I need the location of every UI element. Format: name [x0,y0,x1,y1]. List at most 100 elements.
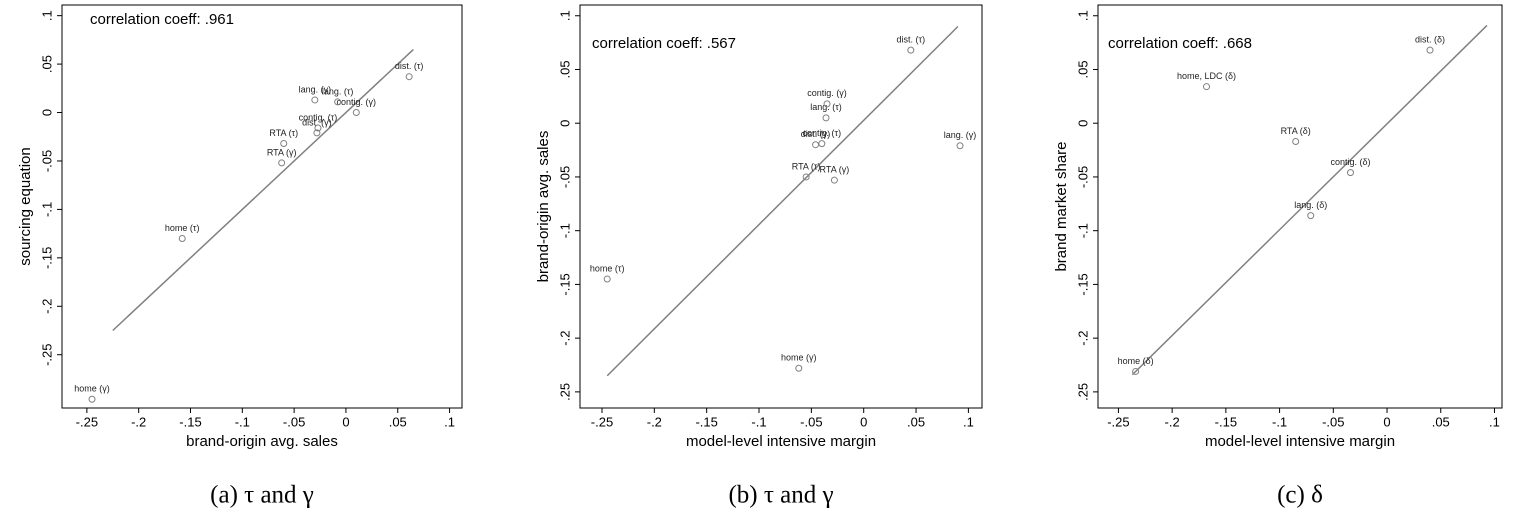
point-label: home (τ) [165,223,200,233]
scatter-point [405,73,413,81]
y-tick-label: -.05 [39,150,54,172]
y-tick-label: .25 [557,383,572,401]
y-tick-label: -.1 [1075,223,1090,238]
scatter-point [1292,137,1300,145]
scatter-point [907,46,915,54]
scatter-point [1347,169,1354,177]
scatter-point [1426,46,1434,54]
x-axis-label: model-level intensive margin [1205,433,1395,450]
point-label: home (δ) [1118,356,1154,366]
x-tick-label: -.15 [695,414,717,429]
point-label: home (τ) [590,263,625,273]
scatter-point [178,234,186,242]
x-tick-label: -.05 [283,414,305,429]
fit-line [112,49,414,332]
scatter-point [313,129,321,137]
point-label: RTA (τ) [269,128,298,138]
x-tick-label: -.15 [179,414,201,429]
y-axis-label: brand market share [1053,141,1070,271]
x-tick-label: -.25 [591,414,613,429]
y-tick-label: .1 [39,10,54,21]
scatter-point [802,173,810,181]
scatter-point [278,159,286,167]
plot-frame [61,4,463,409]
point-label: lang. (τ) [810,102,842,112]
point-label: home (γ) [781,353,817,363]
y-tick-label: -.25 [39,344,54,366]
y-tick-label: .1 [1075,10,1090,21]
caption: (a) τ and γ [210,482,314,509]
scatter-point [818,140,826,148]
x-tick-label: .05 [389,414,407,429]
scatter-point [603,275,611,283]
point-label: contig. (τ) [803,128,842,138]
y-tick-label: -.05 [1075,166,1090,188]
caption: (b) τ and γ [728,482,833,509]
y-tick-label: -.1 [39,202,54,217]
point-label: lang. (τ) [322,86,354,96]
scatter-point [1132,367,1140,375]
x-tick-label: -.15 [1215,414,1237,429]
scatter-point [280,140,288,148]
y-tick-label: -.15 [1075,273,1090,295]
scatter-point [830,176,838,184]
annotation: correlation coeff: .961 [90,11,234,28]
point-label: contig. (γ) [807,88,847,98]
scatter-point [1307,212,1315,220]
x-tick-label: -.1 [235,414,250,429]
scatter-point [956,142,964,150]
y-tick-label: .25 [1075,383,1090,401]
y-tick-label: 0 [39,109,54,116]
scatter-point [311,96,319,104]
point-label: contig. (γ) [337,97,377,107]
x-tick-label: .05 [907,414,925,429]
y-tick-label: .1 [557,10,572,21]
point-label: RTA (γ) [820,165,850,175]
x-tick-label: 0 [1383,414,1390,429]
point-label: RTA (δ) [1281,126,1311,136]
y-tick-label: -.15 [557,273,572,295]
x-tick-label: -.1 [1272,414,1287,429]
y-tick-label: -.15 [39,247,54,269]
point-label: RTA (τ) [792,161,821,171]
x-tick-label: .1 [963,414,974,429]
point-label: dist. (τ) [395,61,424,71]
x-tick-label: 0 [342,414,349,429]
scatter-point [352,109,360,117]
y-tick-label: -.2 [1075,331,1090,346]
point-label: dist. (γ) [801,129,831,139]
x-tick-label: -.2 [1165,414,1180,429]
y-axis-label: brand-origin avg. sales [535,131,552,283]
y-tick-label: 0 [1075,120,1090,127]
scatter-point [823,100,831,108]
plot-frame [579,4,983,409]
point-label: contig. (τ) [299,112,338,122]
point-label: RTA (γ) [267,147,297,157]
x-tick-label: 0 [860,414,867,429]
x-tick-label: .1 [1489,414,1500,429]
x-tick-label: -.05 [1322,414,1344,429]
point-label: lang. (δ) [1294,200,1327,210]
y-tick-label: -.1 [557,223,572,238]
point-label: dist. (γ) [302,117,332,127]
y-tick-label: .05 [1075,60,1090,78]
point-label: dist. (τ) [897,35,926,45]
x-axis-label: model-level intensive margin [686,433,876,450]
x-tick-label: .05 [1432,414,1450,429]
scatter-point [812,141,820,149]
y-tick-label: -.2 [557,331,572,346]
annotation: correlation coeff: .668 [1108,35,1252,52]
x-tick-label: -.2 [131,414,146,429]
fit-line [606,25,959,377]
point-label: home, LDC (δ) [1177,71,1236,81]
point-label: lang. (γ) [299,84,332,94]
x-axis-label: brand-origin avg. sales [186,433,338,450]
y-tick-label: -.05 [557,166,572,188]
scatter-point [334,98,342,106]
scatter-point [795,364,803,372]
scatter-point [1203,83,1211,91]
x-tick-label: -.25 [1107,414,1129,429]
scatter-point [822,114,830,122]
point-label: dist. (δ) [1415,35,1445,45]
